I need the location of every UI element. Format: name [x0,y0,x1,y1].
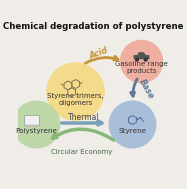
Text: Polystyrene: Polystyrene [16,128,57,133]
FancyBboxPatch shape [25,116,39,125]
Circle shape [46,62,105,121]
Text: Circular Economy: Circular Economy [51,149,112,155]
Text: Styrene trimers,
oligomers: Styrene trimers, oligomers [47,92,104,105]
Text: Styrene: Styrene [118,128,147,133]
Circle shape [108,101,157,149]
Text: Acid: Acid [88,46,109,61]
Polygon shape [138,53,145,56]
Circle shape [136,58,138,61]
Text: Base: Base [137,78,156,101]
Text: Gasoline range
products: Gasoline range products [115,61,168,74]
Text: Thermal: Thermal [68,113,99,122]
Circle shape [13,101,60,149]
FancyBboxPatch shape [25,117,39,126]
Circle shape [144,58,147,61]
Text: Chemical degradation of polystyrene: Chemical degradation of polystyrene [3,22,184,31]
Circle shape [120,40,163,83]
FancyBboxPatch shape [134,55,149,59]
